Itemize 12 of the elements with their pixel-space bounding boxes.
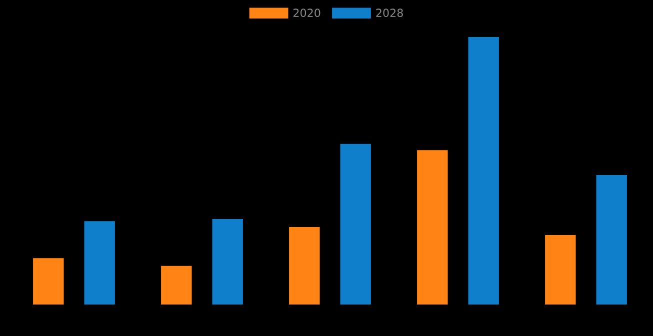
bar — [417, 150, 448, 305]
bar — [84, 221, 115, 305]
bar — [289, 227, 320, 305]
legend-label: 2020 — [293, 8, 320, 18]
bar — [596, 175, 627, 305]
bar — [161, 266, 192, 305]
legend-label: 2028 — [376, 8, 403, 18]
bar — [33, 258, 64, 305]
bar — [212, 218, 243, 305]
bar — [468, 37, 499, 305]
bar — [545, 235, 576, 305]
bar — [340, 144, 371, 305]
